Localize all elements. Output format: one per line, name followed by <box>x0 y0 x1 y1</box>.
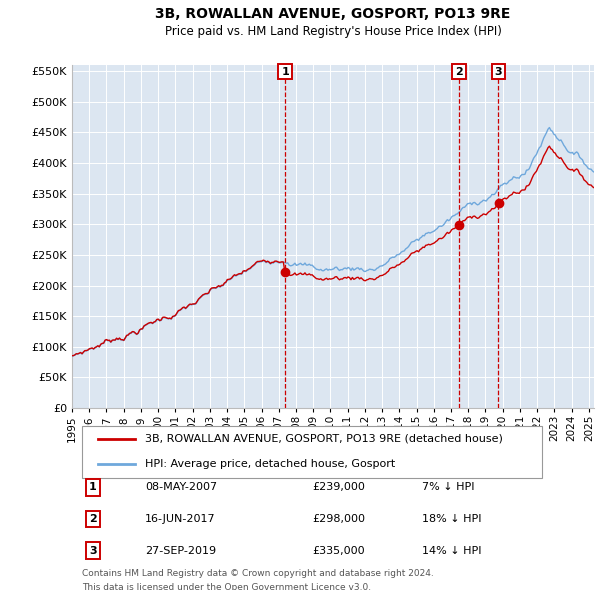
Text: 7% ↓ HPI: 7% ↓ HPI <box>422 482 474 492</box>
Text: 2: 2 <box>455 67 463 77</box>
Text: This data is licensed under the Open Government Licence v3.0.: This data is licensed under the Open Gov… <box>82 583 371 590</box>
Text: 1: 1 <box>89 482 97 492</box>
Text: 3B, ROWALLAN AVENUE, GOSPORT, PO13 9RE (detached house): 3B, ROWALLAN AVENUE, GOSPORT, PO13 9RE (… <box>145 434 503 444</box>
Text: Price paid vs. HM Land Registry's House Price Index (HPI): Price paid vs. HM Land Registry's House … <box>164 25 502 38</box>
Text: 2: 2 <box>89 514 97 524</box>
Text: £335,000: £335,000 <box>312 546 365 556</box>
Text: Contains HM Land Registry data © Crown copyright and database right 2024.: Contains HM Land Registry data © Crown c… <box>82 569 434 578</box>
Text: 14% ↓ HPI: 14% ↓ HPI <box>422 546 481 556</box>
Text: 3: 3 <box>494 67 502 77</box>
FancyBboxPatch shape <box>82 426 542 478</box>
Text: HPI: Average price, detached house, Gosport: HPI: Average price, detached house, Gosp… <box>145 458 395 468</box>
Text: 16-JUN-2017: 16-JUN-2017 <box>145 514 216 524</box>
Text: 3B, ROWALLAN AVENUE, GOSPORT, PO13 9RE: 3B, ROWALLAN AVENUE, GOSPORT, PO13 9RE <box>155 6 511 21</box>
Text: £298,000: £298,000 <box>312 514 365 524</box>
Text: 18% ↓ HPI: 18% ↓ HPI <box>422 514 481 524</box>
Text: 1: 1 <box>281 67 289 77</box>
Text: 27-SEP-2019: 27-SEP-2019 <box>145 546 216 556</box>
Text: £239,000: £239,000 <box>312 482 365 492</box>
Text: 08-MAY-2007: 08-MAY-2007 <box>145 482 217 492</box>
Text: 3: 3 <box>89 546 97 556</box>
